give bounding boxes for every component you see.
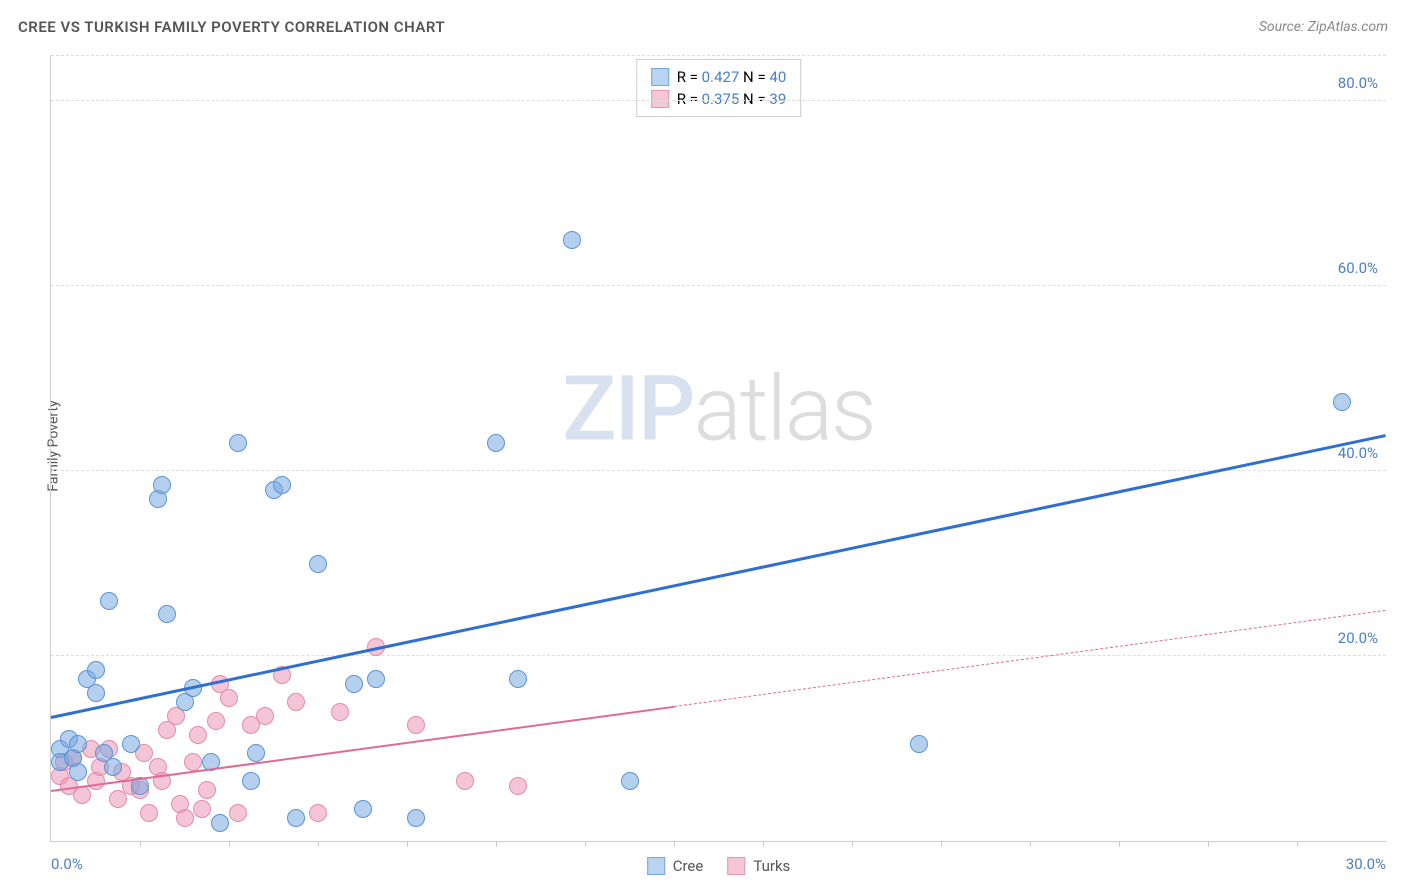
cree-point [69, 735, 87, 753]
legend-stats: R = 0.427 N = 40 R = 0.375 N = 39 [636, 59, 802, 117]
turks-point [309, 804, 327, 822]
turks-point [198, 781, 216, 799]
cree-point [309, 555, 327, 573]
cree-point [69, 763, 87, 781]
legend-swatch [651, 68, 669, 86]
grid-line [51, 470, 1386, 471]
legend-series: Cree Turks [647, 857, 791, 875]
turks-point [509, 777, 527, 795]
cree-point [122, 735, 140, 753]
y-tick-label: 80.0% [1338, 74, 1378, 92]
watermark-atlas: atlas [693, 356, 874, 461]
legend-series-label: Cree [673, 857, 704, 875]
cree-point [87, 661, 105, 679]
chart-title: CREE VS TURKISH FAMILY POVERTY CORRELATI… [18, 18, 445, 36]
cree-point [407, 809, 425, 827]
x-tick [941, 841, 942, 847]
cree-point [104, 758, 122, 776]
grid-line [51, 655, 1386, 656]
plot-area: ZIPatlas R = 0.427 N = 40 R = 0.375 N = 3… [50, 55, 1386, 842]
cree-point [563, 231, 581, 249]
x-tick [852, 841, 853, 847]
cree-point [229, 434, 247, 452]
x-tick [496, 841, 497, 847]
turks-point [220, 689, 238, 707]
x-tick [1208, 841, 1209, 847]
watermark-zip: ZIP [562, 356, 693, 461]
turks-point [184, 753, 202, 771]
cree-point [345, 675, 363, 693]
cree-point [153, 476, 171, 494]
turks-trend-dashed [674, 610, 1386, 707]
cree-point [273, 476, 291, 494]
cree-point [1333, 393, 1351, 411]
cree-point [100, 592, 118, 610]
cree-point [158, 605, 176, 623]
x-axis-min-label: 0.0% [51, 855, 83, 873]
x-tick [229, 841, 230, 847]
turks-point [229, 804, 247, 822]
legend-r: R = 0.427 N = 40 [677, 68, 787, 86]
turks-point [456, 772, 474, 790]
legend-series-item: Turks [727, 857, 790, 875]
watermark: ZIPatlas [562, 356, 875, 461]
cree-point [367, 670, 385, 688]
y-tick-label: 60.0% [1338, 259, 1378, 277]
x-tick [140, 841, 141, 847]
x-axis-max-label: 30.0% [1346, 855, 1386, 873]
turks-point [140, 804, 158, 822]
cree-point [910, 735, 928, 753]
legend-stats-row: R = 0.375 N = 39 [651, 88, 787, 110]
legend-swatch [651, 90, 669, 108]
x-tick [763, 841, 764, 847]
x-tick [674, 841, 675, 847]
legend-r: R = 0.375 N = 39 [677, 90, 787, 108]
cree-point [487, 434, 505, 452]
x-tick [1119, 841, 1120, 847]
turks-point [176, 809, 194, 827]
cree-point [211, 814, 229, 832]
legend-series-item: Cree [647, 857, 704, 875]
grid-line [51, 55, 1386, 56]
y-tick-label: 40.0% [1338, 444, 1378, 462]
turks-point [287, 693, 305, 711]
grid-line [51, 100, 1386, 101]
legend-swatch [647, 857, 665, 875]
turks-point [109, 790, 127, 808]
cree-point [354, 800, 372, 818]
x-tick [1297, 841, 1298, 847]
cree-point [621, 772, 639, 790]
cree-point [242, 772, 260, 790]
grid-line [51, 285, 1386, 286]
source-label: Source: ZipAtlas.com [1259, 19, 1388, 35]
cree-point [247, 744, 265, 762]
turks-point [207, 712, 225, 730]
x-tick [585, 841, 586, 847]
turks-point [256, 707, 274, 725]
cree-trend-solid [51, 434, 1387, 719]
turks-point [407, 716, 425, 734]
turks-point [331, 703, 349, 721]
x-tick [318, 841, 319, 847]
turks-point [193, 800, 211, 818]
legend-series-label: Turks [753, 857, 790, 875]
x-tick [407, 841, 408, 847]
x-tick [1030, 841, 1031, 847]
y-tick-label: 20.0% [1338, 629, 1378, 647]
legend-stats-row: R = 0.427 N = 40 [651, 66, 787, 88]
cree-point [287, 809, 305, 827]
cree-point [87, 684, 105, 702]
legend-swatch [727, 857, 745, 875]
cree-point [509, 670, 527, 688]
turks-point [189, 726, 207, 744]
